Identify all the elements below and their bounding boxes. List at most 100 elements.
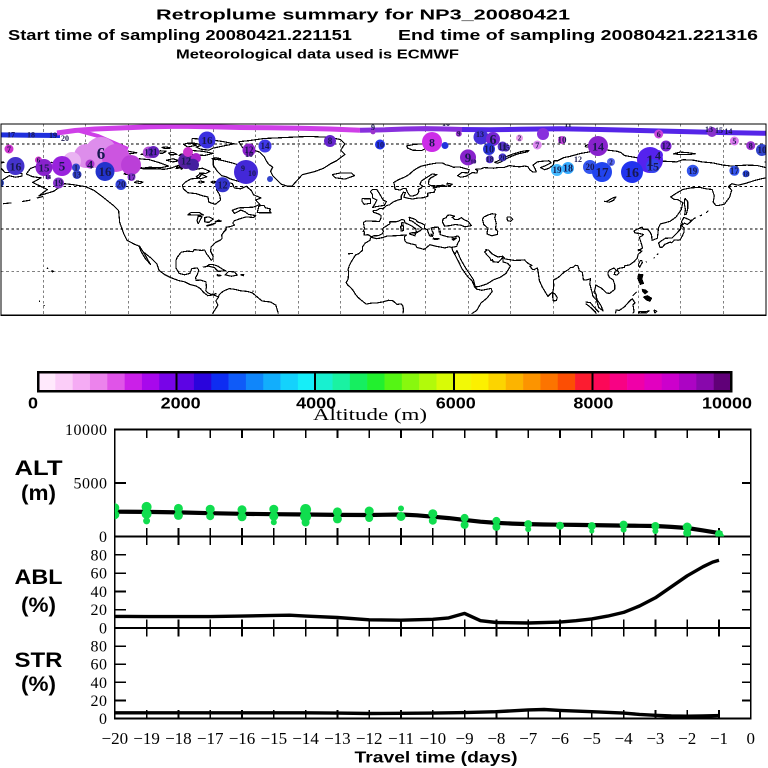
svg-text:−15: −15 <box>261 729 288 748</box>
svg-text:6: 6 <box>37 157 41 165</box>
svg-text:6: 6 <box>657 130 661 139</box>
svg-text:12: 12 <box>574 155 582 164</box>
svg-text:10: 10 <box>376 140 384 149</box>
svg-text:15: 15 <box>647 159 659 173</box>
svg-text:10: 10 <box>248 169 256 178</box>
svg-text:Meteorological data used is EC: Meteorological data used is ECMWF <box>176 47 459 62</box>
svg-text:20: 20 <box>91 602 108 619</box>
svg-text:7: 7 <box>7 145 11 154</box>
svg-text:15: 15 <box>39 163 51 175</box>
svg-text:−14: −14 <box>292 729 319 748</box>
svg-text:8: 8 <box>749 142 753 151</box>
svg-text:Start time of sampling 2008042: Start time of sampling 20080421.221151 <box>8 27 352 44</box>
svg-text:20: 20 <box>117 180 127 190</box>
svg-text:8: 8 <box>328 136 333 146</box>
svg-text:−17: −17 <box>197 729 224 748</box>
svg-text:−4: −4 <box>615 729 634 748</box>
svg-text:11: 11 <box>498 142 507 153</box>
svg-text:5000: 5000 <box>74 475 108 492</box>
svg-text:9: 9 <box>465 150 472 165</box>
svg-text:−11: −11 <box>388 729 414 748</box>
svg-text:14: 14 <box>724 127 732 136</box>
svg-text:End time of sampling 20080421.: End time of sampling 20080421.221316 <box>398 27 758 44</box>
svg-text:13: 13 <box>705 125 713 134</box>
svg-text:15: 15 <box>715 126 723 135</box>
svg-text:−5: −5 <box>583 729 601 748</box>
svg-text:20: 20 <box>0 180 4 188</box>
svg-text:10: 10 <box>245 150 253 159</box>
svg-text:−6: −6 <box>551 729 569 748</box>
svg-text:−13: −13 <box>324 729 351 748</box>
svg-text:4: 4 <box>87 157 93 171</box>
svg-text:60: 60 <box>91 566 108 583</box>
svg-text:8000: 8000 <box>573 396 613 413</box>
svg-text:ABL: ABL <box>15 566 63 589</box>
svg-text:60: 60 <box>91 657 108 674</box>
svg-text:2000: 2000 <box>161 396 201 413</box>
svg-text:−12: −12 <box>356 729 383 748</box>
svg-text:9: 9 <box>457 130 461 138</box>
svg-text:14: 14 <box>261 141 271 151</box>
svg-text:ALT: ALT <box>15 457 63 480</box>
svg-text:4000: 4000 <box>296 396 336 413</box>
svg-text:20: 20 <box>499 153 507 162</box>
svg-text:Retroplume summary for NP3_200: Retroplume summary for NP3_20080421 <box>156 7 570 24</box>
svg-text:18: 18 <box>743 170 751 178</box>
svg-text:40: 40 <box>91 675 108 692</box>
svg-text:17: 17 <box>7 131 15 140</box>
svg-text:16: 16 <box>99 164 113 179</box>
svg-text:2: 2 <box>518 135 522 143</box>
svg-text:15: 15 <box>502 144 510 153</box>
svg-text:0: 0 <box>747 729 756 748</box>
svg-text:16: 16 <box>625 166 639 181</box>
svg-text:2: 2 <box>609 159 613 167</box>
svg-text:19: 19 <box>54 178 64 188</box>
svg-text:19: 19 <box>553 165 563 175</box>
svg-text:6000: 6000 <box>436 396 476 413</box>
svg-text:17: 17 <box>730 166 740 176</box>
svg-text:20: 20 <box>91 693 108 710</box>
svg-text:14: 14 <box>45 175 51 181</box>
svg-text:10: 10 <box>442 119 450 128</box>
svg-text:17: 17 <box>596 165 610 180</box>
svg-text:20: 20 <box>61 134 69 143</box>
svg-text:12: 12 <box>218 180 228 191</box>
svg-text:−3: −3 <box>646 729 664 748</box>
svg-text:−18: −18 <box>165 729 192 748</box>
svg-text:−1: −1 <box>710 729 728 748</box>
svg-text:16: 16 <box>10 159 22 173</box>
svg-text:(m): (m) <box>21 482 56 505</box>
svg-text:17: 17 <box>128 173 136 182</box>
svg-text:4: 4 <box>655 148 661 162</box>
svg-text:(%): (%) <box>21 673 56 696</box>
svg-text:12: 12 <box>245 145 255 155</box>
svg-text:10: 10 <box>558 135 568 145</box>
svg-text:5: 5 <box>59 159 66 174</box>
svg-text:0: 0 <box>28 396 38 413</box>
svg-text:1: 1 <box>646 153 654 170</box>
svg-text:10: 10 <box>484 145 494 156</box>
svg-text:−16: −16 <box>229 729 256 748</box>
svg-text:6: 6 <box>490 133 497 148</box>
svg-text:19: 19 <box>49 131 57 140</box>
svg-text:−8: −8 <box>487 729 505 748</box>
svg-text:−2: −2 <box>678 729 696 748</box>
svg-text:10: 10 <box>758 145 768 155</box>
svg-text:−10: −10 <box>420 729 447 748</box>
svg-text:18: 18 <box>27 131 35 140</box>
svg-text:80: 80 <box>91 547 108 564</box>
svg-text:10000: 10000 <box>65 422 108 439</box>
svg-text:10000: 10000 <box>702 396 752 413</box>
svg-text:14: 14 <box>592 139 604 153</box>
svg-text:Travel time (days): Travel time (days) <box>355 750 518 767</box>
svg-text:6: 6 <box>97 144 106 163</box>
svg-text:12: 12 <box>662 141 672 151</box>
svg-text:0: 0 <box>99 529 108 546</box>
svg-text:(%): (%) <box>21 594 56 617</box>
svg-text:−19: −19 <box>133 729 160 748</box>
svg-text:12: 12 <box>181 157 191 168</box>
svg-text:9: 9 <box>241 164 245 173</box>
svg-text:5: 5 <box>732 137 736 146</box>
svg-text:11: 11 <box>149 147 158 157</box>
svg-text:7: 7 <box>535 141 539 150</box>
